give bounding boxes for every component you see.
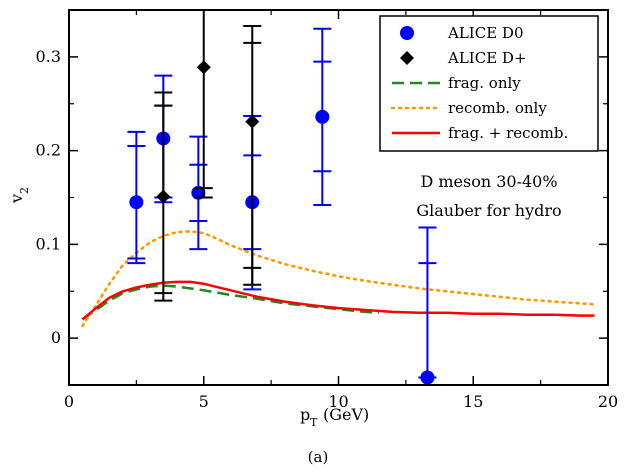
x-tick-label: 0 xyxy=(64,392,74,411)
data-point-d0 xyxy=(191,185,206,200)
model-curves xyxy=(81,230,596,328)
legend-marker-circle xyxy=(400,26,414,40)
x-axis-label: p T (GeV) xyxy=(300,405,369,429)
data-point-dplus xyxy=(196,60,211,75)
figure-caption: (a) xyxy=(308,448,329,466)
legend-label: ALICE D+ xyxy=(447,49,527,67)
legend-label: ALICE D0 xyxy=(447,24,523,42)
y-axis-label-sub: 2 xyxy=(18,187,31,194)
data-point-d0 xyxy=(315,109,330,124)
annotation-line-2: Glauber for hydro xyxy=(416,201,561,220)
y-tick-label: 0.3 xyxy=(36,47,61,66)
x-tick-label: 15 xyxy=(463,392,483,411)
y-axis-label-main: v xyxy=(7,194,26,204)
y-tick-label: 0 xyxy=(51,328,61,347)
x-tick-label: 20 xyxy=(598,392,618,411)
data-point-dplus xyxy=(156,189,171,204)
annotation: D meson 30-40% Glauber for hydro xyxy=(416,172,561,220)
legend-label: frag. only xyxy=(448,74,521,92)
legend-items: ALICE D0 ALICE D+ frag. only recomb. only fr… xyxy=(390,24,568,142)
data-point-d0 xyxy=(420,370,435,385)
data-points xyxy=(127,10,437,385)
legend-label: recomb. only xyxy=(448,99,547,117)
x-axis-label-unit: (GeV) xyxy=(323,405,369,424)
y-tick-label: 0.1 xyxy=(36,234,61,253)
legend-label: frag. + recomb. xyxy=(448,124,568,142)
legend: ALICE D0 ALICE D+ frag. only recomb. only fr… xyxy=(379,15,599,152)
tick-labels: 0 5 10 15 20 0 0.1 0.2 0.3 xyxy=(36,47,619,411)
y-tick-label: 0.2 xyxy=(36,141,61,160)
x-axis-label-sub: T xyxy=(310,416,318,429)
x-tick-label: 10 xyxy=(328,392,348,411)
y-axis-label: v 2 xyxy=(7,187,31,204)
series-line-frag-recomb- xyxy=(81,280,595,321)
legend-marker-diamond xyxy=(400,51,414,65)
data-point-dplus xyxy=(245,114,260,129)
x-axis-label-main: p xyxy=(300,405,310,424)
plot-frame xyxy=(68,9,609,386)
annotation-line-1: D meson 30-40% xyxy=(420,172,557,191)
series-line-recomb-only xyxy=(81,230,596,328)
data-point-d0 xyxy=(129,195,144,210)
x-tick-label: 5 xyxy=(199,392,209,411)
